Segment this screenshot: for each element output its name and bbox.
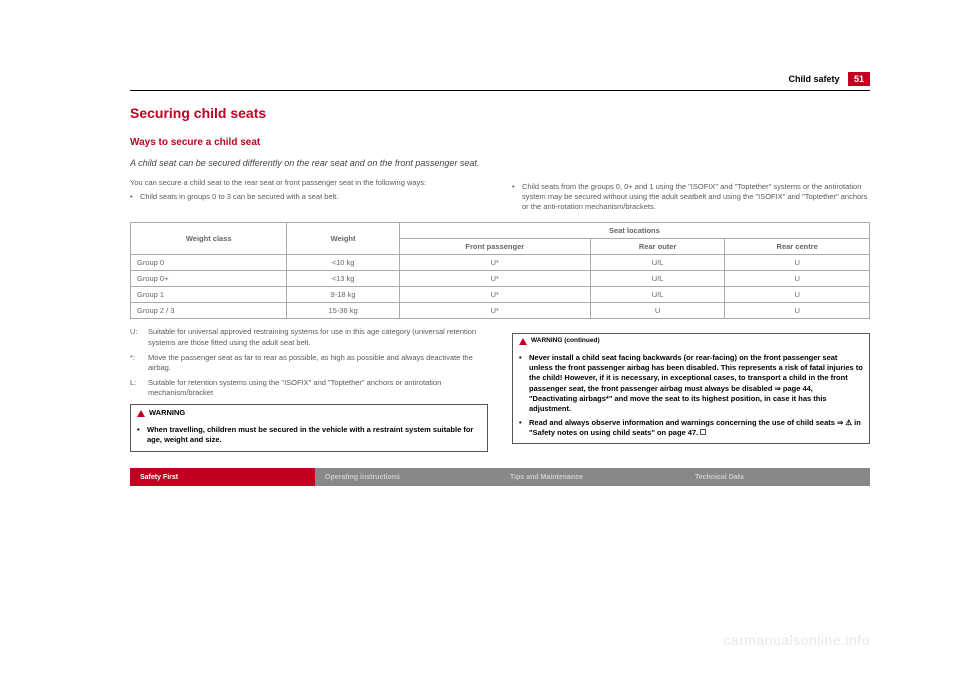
cell: U [725,271,870,287]
def-val: Move the passenger seat as far to rear a… [148,353,488,373]
watermark: carmanualsonline.info [723,632,870,648]
lower-col-right: WARNING (continued) • Never install a ch… [512,327,870,451]
warning-text: Read and always observe information and … [529,418,863,438]
footer-tab-operating: Operating instructions [315,468,500,486]
cell: U/L [590,271,725,287]
def-val: Suitable for retention systems using the… [148,378,488,398]
cell: 15-36 kg [287,303,399,319]
cell: Group 0+ [131,271,287,287]
warning-box-2: WARNING (continued) • Never install a ch… [512,333,870,444]
footer-tab-tips: Tips and Maintenance [500,468,685,486]
header-rule [130,90,870,91]
warning-head: WARNING (continued) [513,334,869,347]
footer-tabs: Safety First Operating instructions Tips… [130,468,870,486]
heading-2: Ways to secure a child seat [130,137,870,148]
content: Securing child seats Ways to secure a ch… [130,105,870,452]
bullet-dot: • [137,425,147,445]
table-row: Group 0+ <13 kg U* U/L U [131,271,870,287]
warning-body: • When travelling, children must be secu… [131,419,487,450]
seat-table: Weight class Weight Seat locations Front… [130,222,870,319]
def-key: *: [130,353,148,373]
cell: U [725,255,870,271]
cell: <10 kg [287,255,399,271]
cell: Group 0 [131,255,287,271]
warning-bullet: • When travelling, children must be secu… [137,425,481,445]
def-key: U: [130,327,148,347]
intro-col-left: You can secure a child seat to the rear … [130,178,488,212]
cell: U [725,287,870,303]
cell: U* [399,287,590,303]
def-key: L: [130,378,148,398]
cell: 9-18 kg [287,287,399,303]
cell: U* [399,271,590,287]
warning-text: When travelling, children must be secure… [147,425,481,445]
intro-left-bullet: • Child seats in groups 0 to 3 can be se… [130,192,488,202]
cell: U* [399,255,590,271]
cell: U/L [590,287,725,303]
page: Child safety 51 Securing child seats Way… [0,0,960,678]
bullet-dot: • [130,192,140,202]
cell: U/L [590,255,725,271]
def-row: L: Suitable for retention systems using … [130,378,488,398]
cell: Group 2 / 3 [131,303,287,319]
warning-text: Never install a child seat facing backwa… [529,353,863,414]
footer-tab-safety: Safety First [130,468,315,486]
th-weight-class: Weight class [131,223,287,255]
warning-head: WARNING [131,405,487,419]
intro-left-text: You can secure a child seat to the rear … [130,178,488,188]
cell: U* [399,303,590,319]
intro-right-bullet-text: Child seats from the groups 0, 0+ and 1 … [522,182,870,212]
table-row: Group 2 / 3 15-36 kg U* U U [131,303,870,319]
warning-title: WARNING [149,408,185,418]
lower-columns: U: Suitable for universal approved restr… [130,327,870,451]
lower-col-left: U: Suitable for universal approved restr… [130,327,488,451]
bullet-dot: • [519,353,529,414]
intro-left-bullet-text: Child seats in groups 0 to 3 can be secu… [140,192,488,202]
bullet-dot: • [519,418,529,438]
warning-icon [519,338,527,345]
th-rear-centre: Rear centre [725,239,870,255]
cell: U [725,303,870,319]
th-weight: Weight [287,223,399,255]
th-seat-locations: Seat locations [399,223,869,239]
intro-columns: You can secure a child seat to the rear … [130,178,870,212]
warning-bullet: • Never install a child seat facing back… [519,353,863,414]
bullet-dot: • [512,182,522,212]
table-row: Group 1 9-18 kg U* U/L U [131,287,870,303]
header-right: Child safety 51 [788,72,870,86]
warning-title: WARNING (continued) [531,337,600,346]
footer-tab-technical: Technical Data [685,468,870,486]
table-row: Group 0 <10 kg U* U/L U [131,255,870,271]
section-title: Child safety [788,74,839,84]
def-val: Suitable for universal approved restrain… [148,327,488,347]
intro-col-right: • Child seats from the groups 0, 0+ and … [512,178,870,212]
warning-bullet: • Read and always observe information an… [519,418,863,438]
th-rear-outer: Rear outer [590,239,725,255]
heading-1: Securing child seats [130,105,870,121]
definitions: U: Suitable for universal approved restr… [130,327,488,398]
def-row: U: Suitable for universal approved restr… [130,327,488,347]
page-number: 51 [848,72,870,86]
cell: <13 kg [287,271,399,287]
warning-body: • Never install a child seat facing back… [513,347,869,443]
cell: Group 1 [131,287,287,303]
warning-icon [137,410,145,417]
th-front-passenger: Front passenger [399,239,590,255]
cell: U [590,303,725,319]
def-row: *: Move the passenger seat as far to rea… [130,353,488,373]
lead-text: A child seat can be secured differently … [130,158,870,168]
intro-right-bullet: • Child seats from the groups 0, 0+ and … [512,182,870,212]
warning-box-1: WARNING • When travelling, children must… [130,404,488,451]
